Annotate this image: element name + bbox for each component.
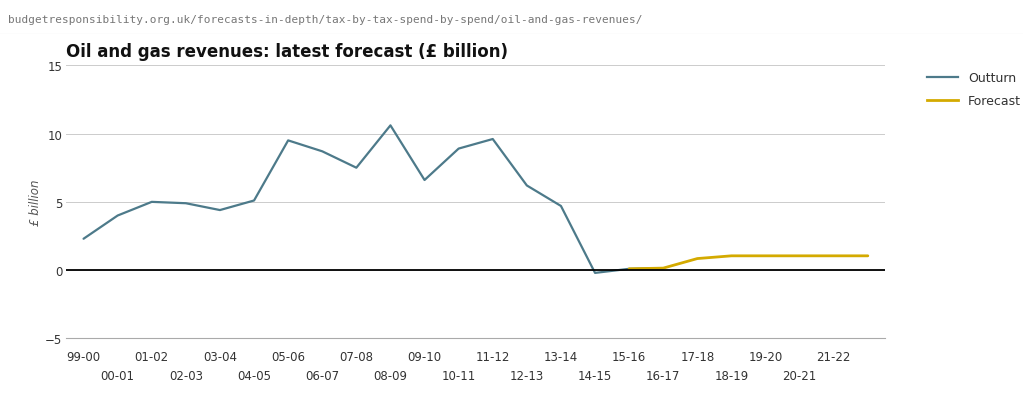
Text: 03-04: 03-04 [203, 350, 237, 363]
Text: budgetresponsibility.org.uk/forecasts-in-depth/tax-by-tax-spend-by-spend/oil-and: budgetresponsibility.org.uk/forecasts-in… [8, 15, 642, 25]
Text: 10-11: 10-11 [442, 369, 476, 382]
Text: 07-08: 07-08 [340, 350, 373, 363]
Text: 05-06: 05-06 [271, 350, 305, 363]
Text: 11-12: 11-12 [476, 350, 509, 363]
Text: 00-01: 00-01 [100, 369, 135, 382]
Text: Oil and gas revenues: latest forecast (£ billion): Oil and gas revenues: latest forecast (£… [66, 43, 508, 61]
Text: 14-15: 14-15 [578, 369, 612, 382]
Text: 02-03: 02-03 [169, 369, 203, 382]
Text: 19-20: 19-20 [749, 350, 783, 363]
Text: 17-18: 17-18 [680, 350, 714, 363]
Text: 20-21: 20-21 [783, 369, 816, 382]
Y-axis label: £ billion: £ billion [30, 179, 42, 225]
Text: 12-13: 12-13 [509, 369, 544, 382]
Text: Latest forecast: Latest forecast [498, 42, 602, 55]
Text: 18-19: 18-19 [714, 369, 749, 382]
Text: 99-00: 99-00 [66, 350, 100, 363]
Text: 04-05: 04-05 [237, 369, 271, 382]
Text: 08-09: 08-09 [373, 369, 407, 382]
Text: 09-10: 09-10 [407, 350, 442, 363]
Text: 01-02: 01-02 [135, 350, 169, 363]
Text: 16-17: 16-17 [647, 369, 680, 382]
Text: 21-22: 21-22 [816, 350, 851, 363]
Legend: Outturn, Forecast: Outturn, Forecast [922, 67, 1023, 113]
Text: 15-16: 15-16 [612, 350, 647, 363]
Text: 13-14: 13-14 [544, 350, 578, 363]
Text: 06-07: 06-07 [305, 369, 340, 382]
